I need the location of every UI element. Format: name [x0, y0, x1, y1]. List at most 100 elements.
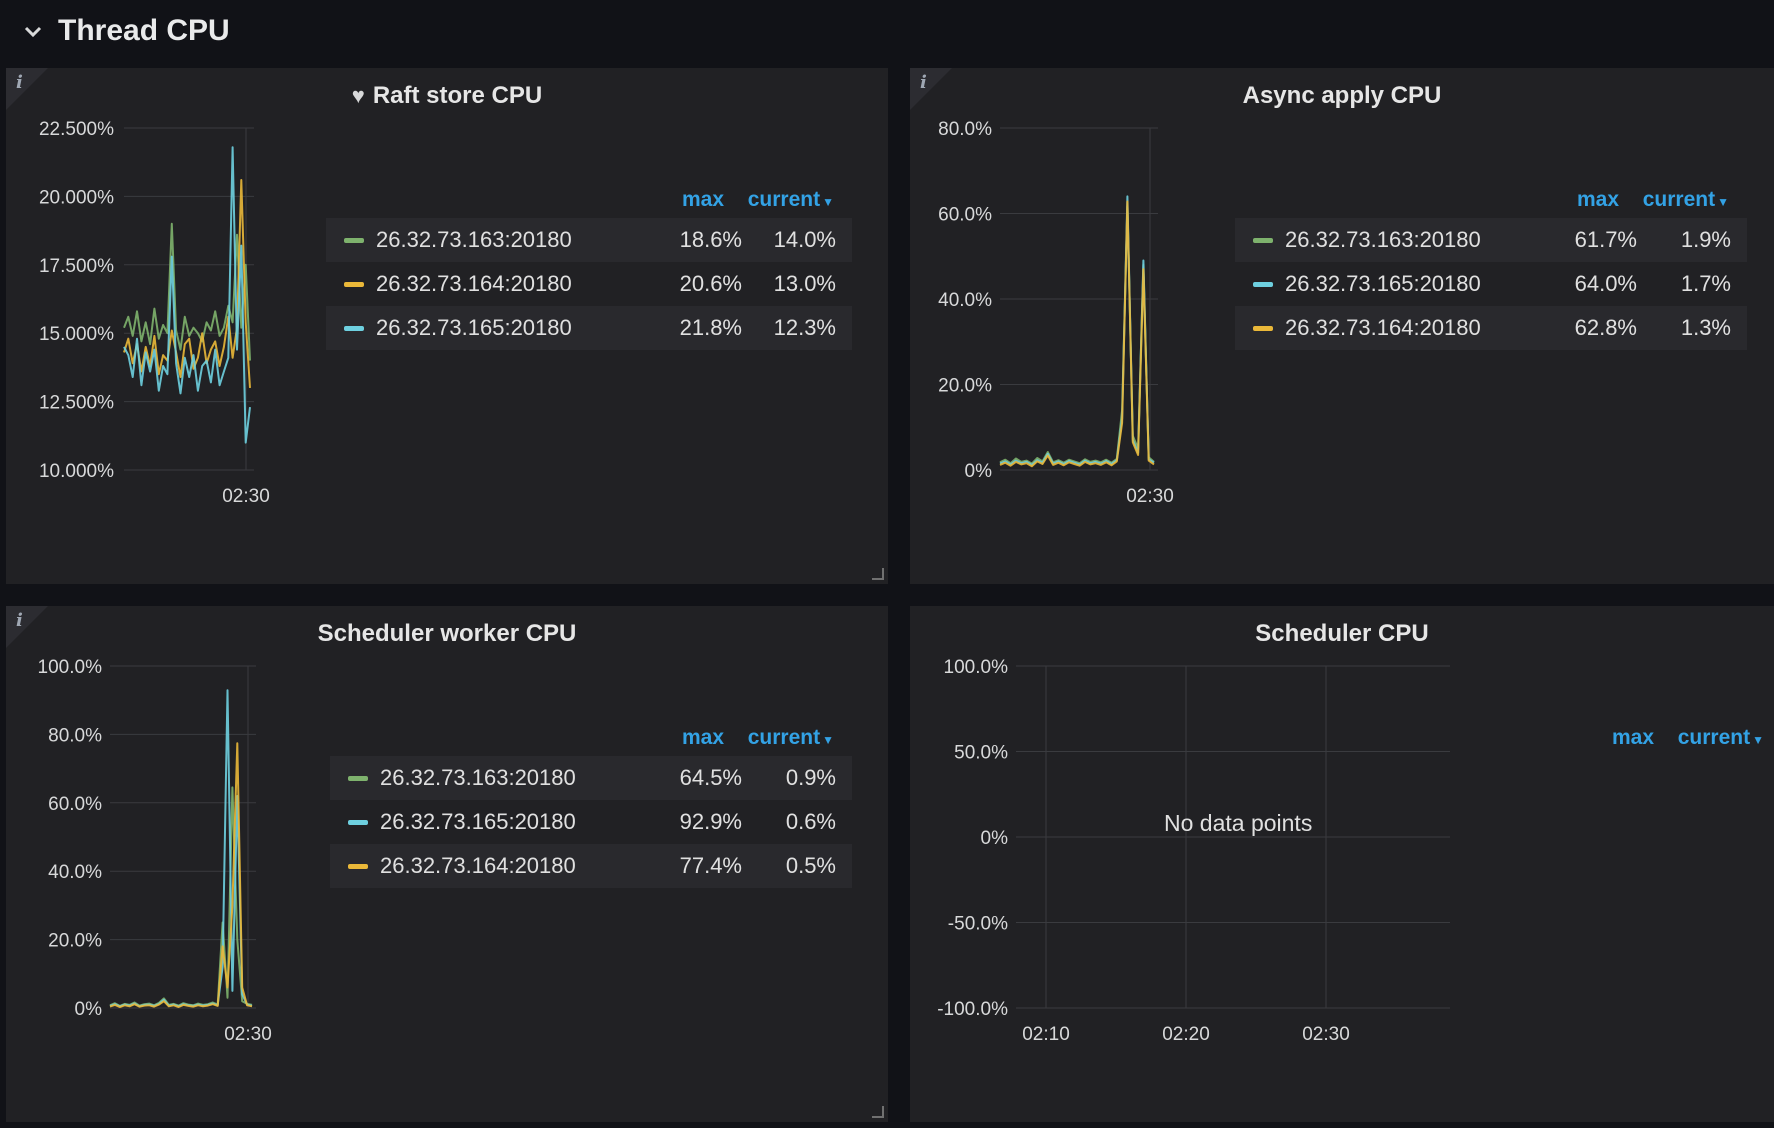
legend-max-value: 64.0%: [1574, 271, 1637, 296]
info-icon[interactable]: i: [920, 72, 927, 93]
legend-series-name[interactable]: 26.32.73.164:20180: [1285, 315, 1481, 340]
legend-max-value: 92.9%: [679, 809, 742, 834]
panel-scheduler-cpu[interactable]: Scheduler CPU 100.0% 50.0% 0% -50.0% -100.0%…: [910, 606, 1774, 1122]
legend-swatch[interactable]: [348, 819, 368, 825]
legend: max current ▼ 26.32.73.163:20180 61.7% 1.9% 26…: [1235, 182, 1747, 350]
y-tick-label: 10.000%: [39, 461, 114, 482]
y-tick-label: 22.500%: [39, 119, 114, 140]
x-tick-label: 02:30: [1126, 486, 1174, 507]
legend-series-name[interactable]: 26.32.73.165:20180: [1285, 271, 1481, 296]
legend-max-value: 20.6%: [679, 271, 742, 296]
legend-series-name[interactable]: 26.32.73.165:20180: [380, 809, 576, 834]
legend-swatch[interactable]: [1253, 281, 1273, 287]
y-tick-label: 0%: [981, 828, 1009, 849]
y-tick-label: 40.0%: [48, 862, 102, 883]
legend-swatch[interactable]: [348, 863, 368, 869]
legend-current-value: 0.6%: [785, 809, 836, 834]
panel-scheduler-worker-cpu[interactable]: i Scheduler worker CPU 100.0% 80.0% 60.0% 4…: [6, 606, 888, 1122]
legend-series-name[interactable]: 26.32.73.164:20180: [376, 271, 572, 296]
legend-series-name[interactable]: 26.32.73.163:20180: [1285, 227, 1481, 252]
legend-row[interactable]: 26.32.73.165:20180 21.8% 12.3%: [326, 306, 852, 350]
legend-header-current[interactable]: current ▼: [747, 726, 834, 749]
heart-icon: ♥: [351, 83, 365, 108]
legend-row[interactable]: 26.32.73.164:20180 20.6% 13.0%: [326, 262, 852, 306]
series-line[interactable]: [109, 742, 253, 1008]
chart-scheduler-worker-cpu[interactable]: 100.0% 80.0% 60.0% 40.0% 20.0% 0% 02:30: [6, 606, 326, 1122]
y-tick-label: 80.0%: [48, 725, 102, 746]
sort-caret-icon: ▼: [822, 733, 834, 747]
y-tick-label: 0%: [75, 999, 103, 1020]
legend-current-value: 0.9%: [785, 765, 836, 790]
legend-header-current[interactable]: current ▼: [747, 188, 834, 211]
x-tick-label: 02:20: [1162, 1024, 1210, 1045]
x-tick-label: 02:30: [222, 486, 270, 507]
y-tick-label: 20.000%: [39, 187, 114, 208]
info-icon[interactable]: i: [16, 610, 23, 631]
legend-swatch[interactable]: [344, 281, 364, 287]
y-tick-label: -50.0%: [948, 914, 1008, 935]
panel-title[interactable]: ♥ Raft store CPU: [351, 82, 543, 109]
y-tick-label: 40.0%: [938, 290, 992, 311]
legend: max current ▼: [1350, 720, 1774, 756]
legend-row[interactable]: 26.32.73.163:20180 18.6% 14.0%: [326, 218, 852, 262]
legend-series-name[interactable]: 26.32.73.165:20180: [376, 315, 572, 340]
legend-max-value: 21.8%: [679, 315, 742, 340]
legend-row[interactable]: 26.32.73.164:20180 77.4% 0.5%: [330, 844, 852, 888]
legend-swatch[interactable]: [344, 325, 364, 331]
legend-row[interactable]: 26.32.73.163:20180 61.7% 1.9%: [1235, 218, 1747, 262]
chart-async-apply-cpu[interactable]: 80.0% 60.0% 40.0% 20.0% 0% 02:30: [910, 68, 1230, 584]
sort-caret-icon: ▼: [1717, 195, 1729, 209]
legend-header-max[interactable]: max: [1611, 726, 1654, 749]
info-corner[interactable]: [6, 606, 48, 648]
legend-header-current[interactable]: current ▼: [1642, 188, 1729, 211]
panel-async-apply-cpu[interactable]: i Async apply CPU 80.0% 60.0% 40.0% 20.0% 0%…: [910, 68, 1774, 584]
panel-title[interactable]: Async apply CPU: [1242, 82, 1442, 109]
y-tick-label: 20.0%: [48, 931, 102, 952]
series-line[interactable]: [999, 200, 1155, 468]
y-tick-label: 0%: [965, 461, 993, 482]
chart-scheduler-cpu[interactable]: 100.0% 50.0% 0% -50.0% -100.0% 02:10 02:20 02:3…: [910, 606, 1550, 1122]
series-line[interactable]: [109, 689, 253, 1008]
legend-swatch[interactable]: [1253, 237, 1273, 243]
legend-header: max current ▼: [326, 182, 852, 218]
legend-current-value: 1.7%: [1680, 271, 1731, 296]
chevron-down-icon[interactable]: [22, 20, 44, 42]
y-tick-label: 60.0%: [938, 205, 992, 226]
panel-title[interactable]: Scheduler worker CPU: [317, 620, 577, 647]
legend-header-current[interactable]: current ▼: [1677, 726, 1764, 749]
y-tick-label: 17.500%: [39, 256, 114, 277]
panel-title[interactable]: Scheduler CPU: [1255, 620, 1429, 647]
legend-swatch[interactable]: [348, 775, 368, 781]
legend-current-value: 13.0%: [773, 271, 836, 296]
x-tick-label: 02:30: [224, 1024, 272, 1045]
legend-header-max[interactable]: max: [1576, 188, 1619, 211]
legend: max current ▼ 26.32.73.163:20180 18.6% 14.0% 2…: [326, 182, 852, 350]
legend-max-value: 62.8%: [1574, 315, 1637, 340]
row-header[interactable]: Thread CPU: [0, 0, 1774, 62]
row-title: Thread CPU: [58, 14, 230, 47]
legend-row[interactable]: 26.32.73.165:20180 92.9% 0.6%: [330, 800, 852, 844]
legend-row[interactable]: 26.32.73.165:20180 64.0% 1.7%: [1235, 262, 1747, 306]
series-line[interactable]: [123, 146, 251, 444]
resize-handle[interactable]: [872, 568, 884, 580]
info-corner[interactable]: [6, 68, 48, 110]
info-icon[interactable]: i: [16, 72, 23, 93]
legend-series-name[interactable]: 26.32.73.164:20180: [380, 853, 576, 878]
legend-row[interactable]: 26.32.73.164:20180 62.8% 1.3%: [1235, 306, 1747, 350]
legend-series-name[interactable]: 26.32.73.163:20180: [376, 227, 572, 252]
legend-row[interactable]: 26.32.73.163:20180 64.5% 0.9%: [330, 756, 852, 800]
legend-swatch[interactable]: [1253, 325, 1273, 331]
y-tick-label: -100.0%: [937, 999, 1008, 1020]
legend-header-max[interactable]: max: [681, 188, 724, 211]
resize-handle[interactable]: [872, 1106, 884, 1118]
legend-swatch[interactable]: [344, 237, 364, 243]
legend-series-name[interactable]: 26.32.73.163:20180: [380, 765, 576, 790]
info-corner[interactable]: [910, 68, 952, 110]
panel-raft-store-cpu[interactable]: i ♥ Raft store CPU 22.500% 20.000% 17.500% 1…: [6, 68, 888, 584]
legend-current-value: 1.3%: [1680, 315, 1731, 340]
legend-current-value: 1.9%: [1680, 227, 1731, 252]
chart-raft-store-cpu[interactable]: 22.500% 20.000% 17.500% 15.000% 12.500% 10.00…: [6, 68, 326, 584]
legend-header-max[interactable]: max: [681, 726, 724, 749]
x-tick-label: 02:10: [1022, 1024, 1070, 1045]
x-tick-label: 02:30: [1302, 1024, 1350, 1045]
